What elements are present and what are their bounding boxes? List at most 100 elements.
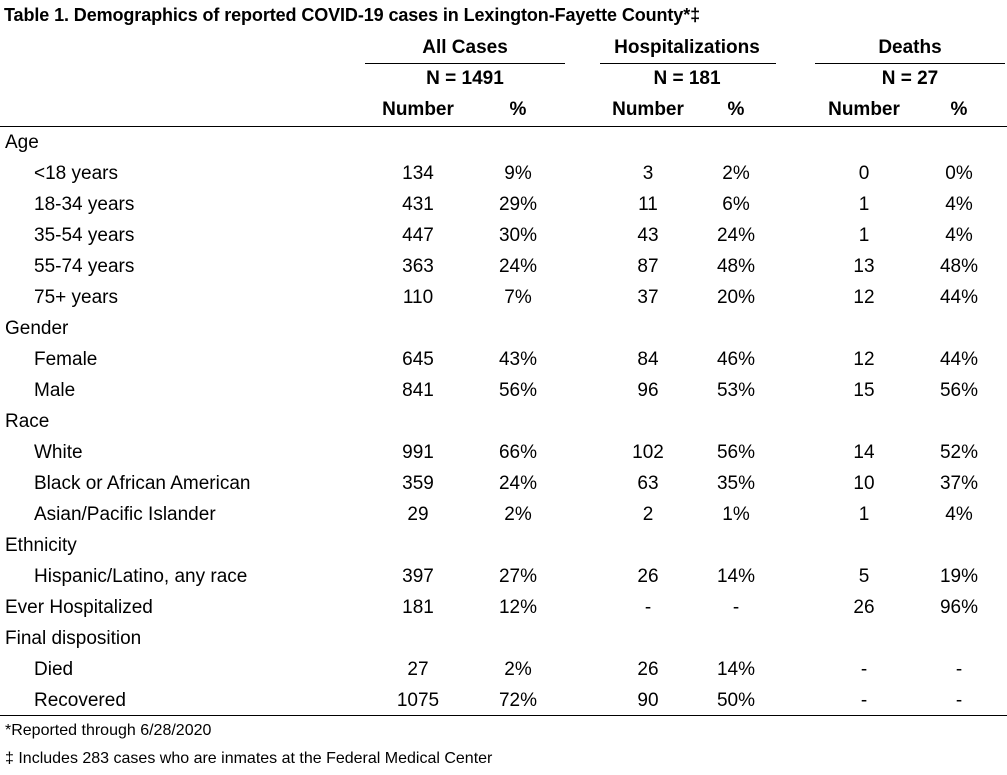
cell-hosp-number: 26 xyxy=(637,659,659,680)
cell-deaths-number: 1 xyxy=(858,194,870,215)
cell-hosp-percent: 14% xyxy=(716,659,756,680)
cell-all-cases-number: 134 xyxy=(402,163,434,184)
cell-deaths-number: 5 xyxy=(858,566,870,587)
table-row: Asian/Pacific Islander 29 2% 2 1% 1 4% xyxy=(0,499,1007,530)
cell-all-cases-percent: 66% xyxy=(498,442,538,463)
cell-hosp-number: 63 xyxy=(637,473,659,494)
cell-hosp-percent: 50% xyxy=(716,690,756,711)
category-row: Race xyxy=(0,406,1007,437)
col-header-number: Number xyxy=(828,99,900,120)
cell-hosp-number: 11 xyxy=(638,194,658,215)
cell-hosp-percent: 56% xyxy=(716,442,756,463)
cell-all-cases-number: 645 xyxy=(402,349,434,370)
col-header-percent: % xyxy=(950,99,968,120)
cell-deaths-percent: - xyxy=(955,659,963,680)
n-all-cases: N = 1491 xyxy=(426,68,504,89)
row-label: White xyxy=(34,442,83,463)
col-header-number: Number xyxy=(612,99,684,120)
row-label: Ethnicity xyxy=(5,535,77,556)
row-label: Male xyxy=(34,380,76,401)
footnote-reported-through: *Reported through 6/28/2020 xyxy=(5,722,212,739)
cell-all-cases-number: 431 xyxy=(402,194,434,215)
cell-deaths-percent: 19% xyxy=(939,566,979,587)
cell-all-cases-number: 447 xyxy=(402,225,434,246)
cell-hosp-number: 84 xyxy=(637,349,659,370)
row-label: Final disposition xyxy=(5,628,142,649)
cell-all-cases-number: 397 xyxy=(402,566,434,587)
row-label: 35-54 years xyxy=(34,225,135,246)
cell-deaths-number: 15 xyxy=(853,380,875,401)
cell-hosp-percent: 20% xyxy=(716,287,756,308)
cell-all-cases-percent: 2% xyxy=(504,504,532,525)
cell-hosp-percent: 46% xyxy=(716,349,756,370)
col-header-percent: % xyxy=(509,99,527,120)
table-row: Recovered 1075 72% 90 50% - - xyxy=(0,685,1007,716)
table-row: 75+ years 110 7% 37 20% 12 44% xyxy=(0,282,1007,313)
category-row: Ethnicity xyxy=(0,530,1007,561)
row-label: Race xyxy=(5,411,50,432)
cell-all-cases-percent: 43% xyxy=(498,349,538,370)
cell-all-cases-percent: 30% xyxy=(498,225,538,246)
cell-hosp-number: 3 xyxy=(642,163,654,184)
table-row: Male 841 56% 96 53% 15 56% xyxy=(0,375,1007,406)
cell-hosp-percent: 53% xyxy=(716,380,756,401)
cell-deaths-number: 12 xyxy=(853,349,875,370)
col-header-percent: % xyxy=(727,99,745,120)
header-bottom-rule xyxy=(0,126,1007,127)
cell-all-cases-number: 27 xyxy=(407,659,429,680)
cell-hosp-percent: 35% xyxy=(716,473,756,494)
row-label: 55-74 years xyxy=(34,256,135,277)
cell-all-cases-number: 29 xyxy=(407,504,429,525)
group-rule-all-cases xyxy=(365,63,565,64)
cell-hosp-number: 26 xyxy=(637,566,659,587)
cell-hosp-percent: 2% xyxy=(722,163,750,184)
cell-deaths-number: 13 xyxy=(853,256,875,277)
table-row: <18 years 134 9% 3 2% 0 0% xyxy=(0,158,1007,189)
cell-deaths-percent: 4% xyxy=(945,194,973,215)
cell-deaths-number: - xyxy=(860,659,868,680)
table-title: Table 1. Demographics of reported COVID-… xyxy=(4,5,701,25)
row-label: Asian/Pacific Islander xyxy=(34,504,216,525)
row-label: Age xyxy=(5,132,39,153)
cell-all-cases-number: 110 xyxy=(402,287,434,308)
cell-all-cases-number: 1075 xyxy=(396,690,440,711)
cell-all-cases-percent: 56% xyxy=(498,380,538,401)
cell-deaths-percent: 52% xyxy=(939,442,979,463)
row-label: <18 years xyxy=(34,163,118,184)
row-label: Gender xyxy=(5,318,69,339)
cell-all-cases-number: 181 xyxy=(402,597,434,618)
cell-deaths-percent: 4% xyxy=(945,504,973,525)
cell-hosp-percent: 14% xyxy=(716,566,756,587)
cell-deaths-percent: 4% xyxy=(945,225,973,246)
table-row: Female 645 43% 84 46% 12 44% xyxy=(0,344,1007,375)
row-label: 18-34 years xyxy=(34,194,135,215)
cell-all-cases-percent: 9% xyxy=(504,163,532,184)
cell-deaths-percent: 48% xyxy=(939,256,979,277)
cell-deaths-percent: 37% xyxy=(939,473,979,494)
row-label: Black or African American xyxy=(34,473,251,494)
category-row: Ever Hospitalized 181 12% - - 26 96% xyxy=(0,592,1007,623)
cell-deaths-number: 14 xyxy=(853,442,875,463)
cell-deaths-percent: 96% xyxy=(939,597,979,618)
cell-hosp-number: 43 xyxy=(637,225,659,246)
cell-deaths-percent: - xyxy=(955,690,963,711)
cell-all-cases-number: 841 xyxy=(402,380,434,401)
row-label: Recovered xyxy=(34,690,126,711)
cell-all-cases-percent: 2% xyxy=(504,659,532,680)
group-rule-deaths xyxy=(815,63,1005,64)
cell-hosp-number: - xyxy=(644,597,652,618)
cell-hosp-number: 37 xyxy=(637,287,659,308)
cell-hosp-number: 96 xyxy=(637,380,659,401)
cell-deaths-number: - xyxy=(860,690,868,711)
row-label: Female xyxy=(34,349,98,370)
group-header-deaths: Deaths xyxy=(878,37,942,58)
table-row: Hispanic/Latino, any race 397 27% 26 14% 5 19% xyxy=(0,561,1007,592)
row-label: Hispanic/Latino, any race xyxy=(34,566,248,587)
cell-hosp-percent: 24% xyxy=(716,225,756,246)
cell-all-cases-percent: 12% xyxy=(498,597,538,618)
table-row: 35-54 years 447 30% 43 24% 1 4% xyxy=(0,220,1007,251)
group-rule-hospitalizations xyxy=(600,63,776,64)
cell-all-cases-percent: 24% xyxy=(498,256,538,277)
group-header-all-cases: All Cases xyxy=(422,37,508,58)
cell-all-cases-percent: 29% xyxy=(498,194,538,215)
